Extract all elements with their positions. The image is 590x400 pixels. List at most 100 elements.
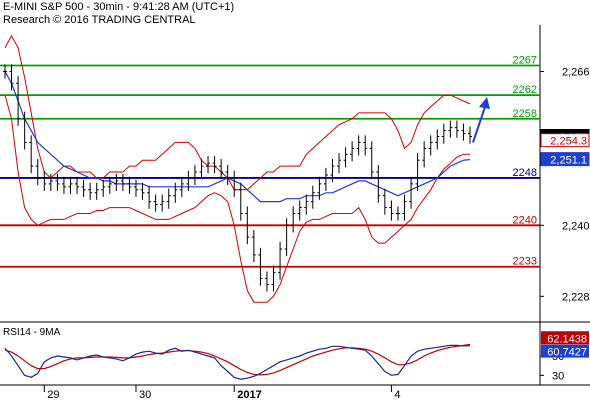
price-bar xyxy=(369,141,374,180)
bollinger-upper-line xyxy=(4,34,471,191)
time-tick-label: 4 xyxy=(394,389,400,400)
price-bar xyxy=(68,176,73,194)
price-bar xyxy=(232,170,237,197)
price-bar xyxy=(297,200,302,221)
rsi-line xyxy=(4,344,471,380)
price-tick-label: 2,266 xyxy=(562,66,590,78)
price-bar xyxy=(337,153,342,174)
price-bar xyxy=(323,167,328,191)
chart-title: E-MINI S&P 500 - 30min - 9:41:28 AM (UTC… xyxy=(3,1,235,13)
price-bar xyxy=(3,64,7,79)
level-label-2258: 2258 xyxy=(513,108,537,120)
price-bar xyxy=(75,176,80,194)
price-tag-box xyxy=(540,152,590,167)
level-label-2233: 2233 xyxy=(513,256,537,268)
price-bar xyxy=(16,76,21,126)
price-bar xyxy=(160,194,165,212)
price-bar xyxy=(48,173,53,191)
price-bar xyxy=(166,188,171,209)
price-bar xyxy=(409,176,414,209)
price-bar xyxy=(454,120,459,138)
price-bar xyxy=(147,185,152,209)
price-bar xyxy=(29,135,34,174)
price-bar xyxy=(22,111,27,150)
price-bar xyxy=(376,164,381,203)
price-tag-label: 2,251.1 xyxy=(550,155,587,167)
price-bar xyxy=(42,170,47,191)
rsi-title: RSI14 - 9MA xyxy=(3,327,61,338)
forecast-arrow-head xyxy=(479,97,490,110)
price-bar xyxy=(356,135,361,156)
price-bar xyxy=(428,135,433,156)
price-bar xyxy=(395,206,400,221)
price-bar xyxy=(461,123,466,141)
price-bar xyxy=(238,182,243,221)
price-bar xyxy=(435,129,440,150)
price-bar xyxy=(199,159,204,180)
price-bar xyxy=(363,135,368,156)
price-bar xyxy=(284,218,289,257)
price-bar xyxy=(61,176,66,194)
level-label-2262: 2262 xyxy=(513,84,537,96)
price-tag-label: 2,254.3 xyxy=(550,136,587,148)
price-bar xyxy=(153,194,158,212)
price-bar xyxy=(343,147,348,168)
price-bar xyxy=(271,265,276,292)
price-bar xyxy=(206,156,211,174)
rsi-tick-label: 30 xyxy=(552,370,564,382)
price-bar xyxy=(212,156,217,174)
price-bar xyxy=(251,230,256,262)
price-bar xyxy=(140,182,145,200)
price-bar xyxy=(101,179,106,197)
price-bar xyxy=(107,176,112,194)
price-bar xyxy=(219,159,224,180)
price-bar xyxy=(186,170,191,191)
time-tick-label: 29 xyxy=(47,389,59,400)
rsi-tag: 62.1438 xyxy=(541,331,589,345)
time-tick-label: 30 xyxy=(139,389,151,400)
price-bar xyxy=(330,159,335,183)
price-tick-label: 2,240 xyxy=(562,220,590,232)
level-label-2267: 2267 xyxy=(513,55,537,67)
price-bar xyxy=(422,141,427,168)
price-bar xyxy=(278,241,283,280)
price-tick-label: 2,228 xyxy=(562,291,590,303)
price-bar xyxy=(382,188,387,215)
price-bar xyxy=(350,141,355,162)
price-bar xyxy=(310,185,315,209)
rsi-tag-label: 60.7427 xyxy=(547,347,587,359)
moving-average-line xyxy=(4,71,471,203)
price-bar xyxy=(114,173,119,191)
price-bar xyxy=(415,153,420,191)
price-bar xyxy=(81,179,86,197)
chart-credit: Research © 2016 TRADING CENTRAL xyxy=(3,14,196,26)
rsi-tag-label: 62.1438 xyxy=(547,333,587,345)
price-bar xyxy=(120,173,125,191)
price-bar xyxy=(441,123,446,144)
price-bar xyxy=(291,206,296,233)
price-bar xyxy=(127,176,132,194)
price-bar xyxy=(264,271,269,292)
price-bar xyxy=(448,120,453,138)
price-tag-box xyxy=(540,133,590,148)
price-bar xyxy=(94,182,99,200)
price-bar xyxy=(35,159,40,186)
price-bar xyxy=(179,176,184,197)
rsi-tag-box xyxy=(541,331,589,345)
rsi-tag-box xyxy=(541,344,589,358)
level-label-2248: 2248 xyxy=(513,167,537,179)
price-bar xyxy=(133,179,138,197)
price-bar xyxy=(173,182,178,203)
price-bar xyxy=(88,182,93,200)
forecast-arrow-shaft xyxy=(472,106,486,143)
price-bar xyxy=(9,64,14,91)
price-bar xyxy=(304,194,309,215)
price-bar xyxy=(55,173,60,191)
price-bar xyxy=(389,200,394,221)
rsi-tag: 60.7427 xyxy=(541,344,589,359)
price-bar xyxy=(192,164,197,186)
level-label-2240: 2240 xyxy=(513,214,537,226)
price-bar xyxy=(225,164,230,186)
price-bar xyxy=(258,247,263,286)
